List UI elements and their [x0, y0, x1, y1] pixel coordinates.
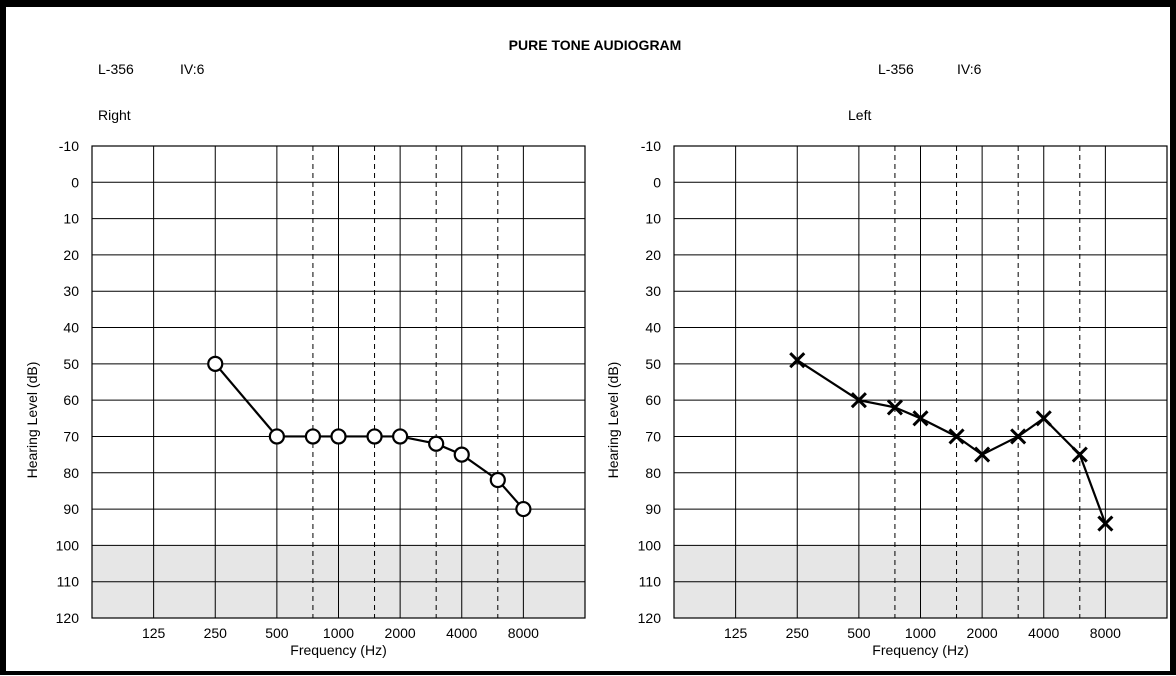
x-tick-label: 125: [142, 625, 166, 641]
panel-side-label-left: Left: [848, 107, 871, 123]
x-tick-label: 125: [724, 625, 748, 641]
y-axis-label: Hearing Level (dB): [605, 362, 621, 479]
x-tick-label: 2000: [385, 625, 416, 641]
y-tick-label: -10: [59, 138, 79, 154]
y-tick-label: 90: [63, 501, 79, 517]
data-point-x: [912, 410, 929, 427]
data-point-x: [789, 352, 806, 369]
y-tick-label: 50: [63, 356, 79, 372]
data-point-circle: [366, 428, 383, 445]
data-point-x: [1097, 515, 1114, 532]
data-point-circle: [392, 428, 409, 445]
data-point-circle: [330, 428, 347, 445]
y-tick-label: 70: [645, 428, 661, 444]
x-tick-label: 2000: [967, 625, 998, 641]
plot-border: [673, 145, 1168, 619]
data-point-x: [974, 446, 991, 463]
y-tick-label: 40: [63, 320, 79, 336]
data-point-x: [1071, 446, 1088, 463]
y-tick-label: 90: [645, 501, 661, 517]
x-tick-label: 8000: [508, 625, 539, 641]
y-tick-label: 30: [63, 283, 79, 299]
y-tick-label: 80: [63, 465, 79, 481]
x-axis-label: Frequency (Hz): [290, 642, 386, 658]
data-point-circle: [304, 428, 322, 445]
y-tick-label: 100: [56, 537, 80, 553]
data-point-circle: [515, 500, 532, 518]
plot-border: [91, 145, 586, 619]
audiogram-canvas: PURE TONE AUDIOGRAM L-356 IV:6 Right -10 0 10…: [24, 37, 1168, 658]
y-tick-label: 120: [638, 610, 662, 626]
series-line-left: [796, 359, 1107, 524]
data-point-x: [886, 399, 903, 416]
y-tick-label: 120: [56, 610, 80, 626]
y-tick-label: 110: [57, 574, 80, 590]
panel-code-left: L-356: [878, 61, 914, 77]
data-point-circle: [207, 355, 224, 372]
data-point-circle: [428, 435, 445, 452]
x-tick-label: 1000: [323, 625, 354, 641]
x-tick-label: 250: [204, 625, 228, 641]
x-tick-label: 4000: [446, 625, 477, 641]
y-tick-label: 0: [653, 174, 661, 190]
x-tick-label: 500: [847, 625, 871, 641]
page-title: PURE TONE AUDIOGRAM: [509, 37, 682, 53]
x-tick-label: 500: [265, 625, 289, 641]
x-axis-label: Frequency (Hz): [872, 642, 968, 658]
x-tick-label: 1000: [905, 625, 936, 641]
y-tick-label: 40: [645, 320, 661, 336]
data-point-circle: [489, 471, 506, 489]
data-point-circle: [268, 428, 285, 445]
data-point-x: [1035, 410, 1052, 427]
series-line-right: [214, 363, 525, 510]
y-axis-label: Hearing Level (dB): [24, 362, 40, 479]
y-tick-label: 30: [645, 283, 661, 299]
panel-code-right: L-356: [98, 61, 134, 77]
y-tick-label: 10: [645, 211, 661, 227]
y-tick-label: -10: [641, 138, 661, 154]
x-tick-label: 8000: [1090, 625, 1121, 641]
panel-info-left: IV:6: [957, 61, 982, 77]
y-tick-label: 50: [645, 356, 661, 372]
audiogram-panel-right: L-356 IV:6 Right -10 0 10 20 30 40 50 60 70 80 90 100 1…: [24, 61, 586, 658]
data-point-x: [1010, 428, 1027, 445]
y-tick-label: 10: [63, 211, 79, 227]
y-tick-label: 60: [63, 392, 79, 408]
y-tick-label: 110: [639, 574, 662, 590]
panel-info-right: IV:6: [180, 61, 205, 77]
y-tick-label: 0: [71, 174, 79, 190]
y-tick-label: 60: [645, 392, 661, 408]
audiogram-panel-left: L-356 IV:6 Left -10 0 10 20 30 40 50 60 70 80 90 100 11…: [605, 61, 1168, 658]
panel-side-label-right: Right: [98, 107, 131, 123]
data-point-circle: [453, 446, 470, 463]
x-tick-label: 4000: [1028, 625, 1059, 641]
x-tick-label: 250: [786, 625, 810, 641]
data-point-x: [948, 428, 965, 445]
data-point-x: [850, 392, 867, 409]
y-tick-label: 100: [638, 537, 662, 553]
y-tick-label: 80: [645, 465, 661, 481]
y-tick-label: 20: [645, 247, 661, 263]
y-tick-label: 70: [63, 428, 79, 444]
y-tick-label: 20: [63, 247, 79, 263]
